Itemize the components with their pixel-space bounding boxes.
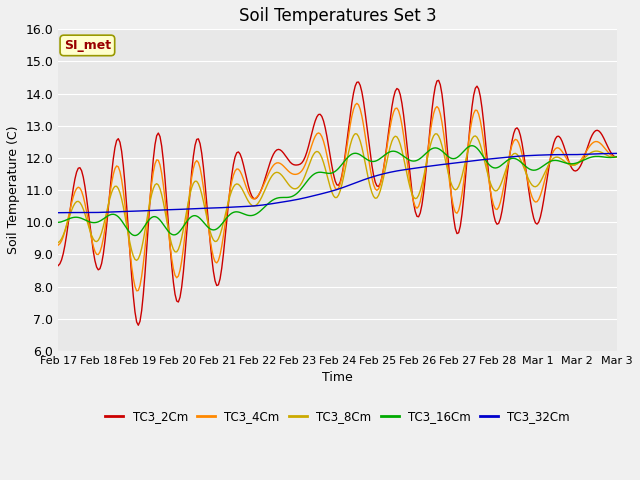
TC3_4Cm [264, 171, 272, 177]
TC3_16Cm [318, 169, 326, 175]
TC3_8Cm [318, 155, 326, 161]
TC3_32Cm [263, 202, 271, 207]
TC3_16Cm [235, 209, 243, 215]
TC3_2Cm [623, 143, 631, 148]
TC3_32Cm [128, 208, 136, 214]
TC3_8Cm [255, 200, 262, 205]
TC3_4Cm [133, 288, 141, 294]
TC3_2Cm [134, 323, 142, 328]
TC3_32Cm [54, 210, 62, 216]
TC3_4Cm [623, 146, 631, 152]
Line: TC3_32Cm: TC3_32Cm [58, 153, 640, 213]
TC3_8Cm [235, 181, 243, 187]
TC3_16Cm [131, 233, 139, 239]
Title: Soil Temperatures Set 3: Soil Temperatures Set 3 [239, 7, 436, 25]
TC3_32Cm [620, 150, 628, 156]
TC3_4Cm [255, 192, 262, 198]
TC3_8Cm [128, 248, 136, 253]
TC3_2Cm [128, 273, 136, 279]
TC3_8Cm [133, 257, 141, 263]
TC3_8Cm [54, 240, 62, 245]
TC3_4Cm [54, 242, 62, 248]
Line: TC3_8Cm: TC3_8Cm [58, 134, 640, 260]
TC3_2Cm [235, 149, 243, 155]
TC3_2Cm [435, 77, 442, 83]
TC3_2Cm [264, 165, 272, 170]
TC3_4Cm [128, 264, 136, 269]
TC3_16Cm [468, 143, 476, 148]
TC3_16Cm [623, 151, 631, 156]
TC3_2Cm [54, 263, 62, 268]
Line: TC3_16Cm: TC3_16Cm [58, 145, 640, 236]
TC3_4Cm [318, 134, 326, 140]
TC3_16Cm [128, 231, 136, 237]
Y-axis label: Soil Temperature (C): Soil Temperature (C) [7, 126, 20, 254]
Line: TC3_2Cm: TC3_2Cm [58, 80, 640, 325]
TC3_4Cm [353, 100, 361, 106]
TC3_2Cm [255, 192, 262, 198]
TC3_32Cm [233, 204, 241, 210]
TC3_32Cm [635, 150, 640, 156]
Text: SI_met: SI_met [64, 39, 111, 52]
TC3_16Cm [54, 219, 62, 225]
Line: TC3_4Cm: TC3_4Cm [58, 103, 640, 291]
TC3_32Cm [316, 191, 324, 197]
TC3_4Cm [235, 166, 243, 172]
TC3_8Cm [623, 149, 631, 155]
TC3_8Cm [351, 131, 359, 137]
TC3_8Cm [264, 179, 272, 185]
TC3_32Cm [253, 203, 260, 209]
TC3_16Cm [264, 201, 272, 206]
Legend: TC3_2Cm, TC3_4Cm, TC3_8Cm, TC3_16Cm, TC3_32Cm: TC3_2Cm, TC3_4Cm, TC3_8Cm, TC3_16Cm, TC3… [100, 405, 575, 428]
TC3_16Cm [255, 210, 262, 216]
X-axis label: Time: Time [323, 372, 353, 384]
TC3_2Cm [318, 114, 326, 120]
